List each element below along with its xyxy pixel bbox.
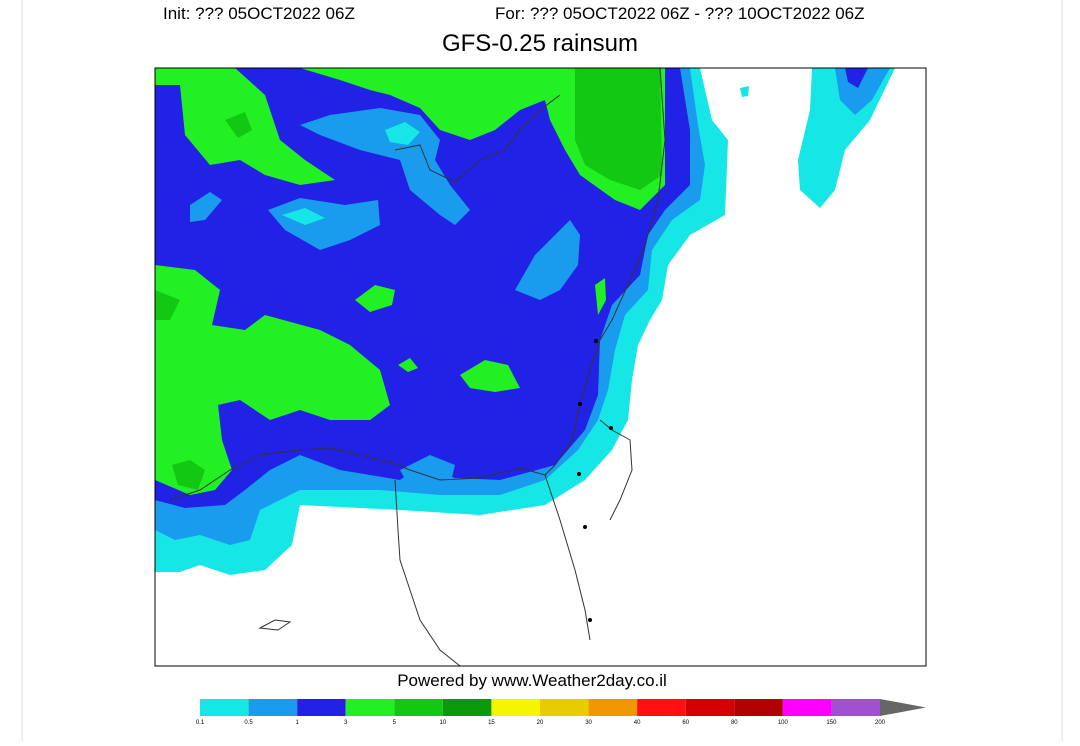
colorbar-label: 80 [731, 720, 738, 726]
colorbar-segment [734, 699, 783, 716]
valid-time: For: ??? 05OCT2022 06Z - ??? 10OCT2022 0… [495, 4, 864, 23]
colorbar-segment [297, 699, 346, 716]
colorbar-label: 5 [393, 720, 397, 726]
init-time: Init: ??? 05OCT2022 06Z [163, 4, 355, 23]
colorbar-segment [394, 699, 443, 716]
colorbar-label: 15 [488, 720, 495, 726]
rain-area [740, 86, 749, 97]
rain-area [300, 68, 665, 210]
rain-area [190, 192, 222, 222]
rain-area [385, 122, 420, 145]
colorbar-segment [588, 699, 638, 716]
credit: Powered by www.Weather2day.co.il [397, 671, 667, 690]
city [594, 339, 598, 343]
colorbar-label: 40 [634, 720, 641, 726]
rain-area [300, 108, 470, 225]
rain-area [155, 290, 180, 320]
city [609, 426, 613, 430]
colorbar-label: 3 [344, 720, 348, 726]
colorbar-label: 10 [440, 720, 447, 726]
colorbar-segment [637, 699, 686, 716]
colorbar-segment [831, 699, 880, 716]
rain-area [515, 220, 580, 300]
map [154, 67, 927, 667]
rain-area [398, 358, 418, 372]
city [578, 402, 582, 406]
colorbar-label: 100 [778, 720, 789, 726]
colorbar-segment [491, 699, 540, 716]
colorbar-segment [442, 699, 492, 716]
colorbar-label: 1 [295, 720, 299, 726]
colorbar-segment [248, 699, 298, 716]
rain-area [575, 68, 662, 190]
rain-area [282, 208, 325, 225]
rain-area [355, 285, 395, 312]
colorbar: 0.1 0.5 1 3 5 10 15 20 30 40 60 80 100 150 200 [196, 699, 926, 726]
colorbar-segment [782, 699, 832, 716]
city [583, 525, 587, 529]
colorbar-extension [880, 699, 926, 716]
colorbar-label: 200 [875, 720, 886, 726]
colorbar-label: 60 [682, 720, 689, 726]
island [258, 619, 292, 631]
colorbar-segment [685, 699, 735, 716]
rain-area [798, 68, 895, 208]
border [394, 94, 561, 183]
rain-area [595, 278, 606, 315]
border [394, 479, 461, 666]
colorbar-segment [200, 699, 249, 716]
colorbar-segment [345, 699, 395, 716]
colorbar-label: 20 [537, 720, 544, 726]
map-title: GFS-0.25 rainsum [442, 30, 638, 57]
city-markers [577, 339, 613, 622]
rain-area [225, 112, 252, 138]
colorbar-label: 30 [585, 720, 592, 726]
border [544, 474, 591, 641]
rain-area [845, 68, 868, 88]
rain-area [460, 360, 520, 392]
map-frame [154, 67, 927, 667]
city [588, 618, 592, 622]
colorbar-label: 150 [826, 720, 837, 726]
city [577, 472, 581, 476]
rain-area [172, 460, 205, 490]
coastline [169, 68, 666, 501]
rain-area [155, 265, 390, 495]
colorbar-label: 0.1 [196, 720, 205, 726]
colorbar-segment [540, 699, 589, 716]
colorbar-label: 0.5 [244, 720, 253, 726]
